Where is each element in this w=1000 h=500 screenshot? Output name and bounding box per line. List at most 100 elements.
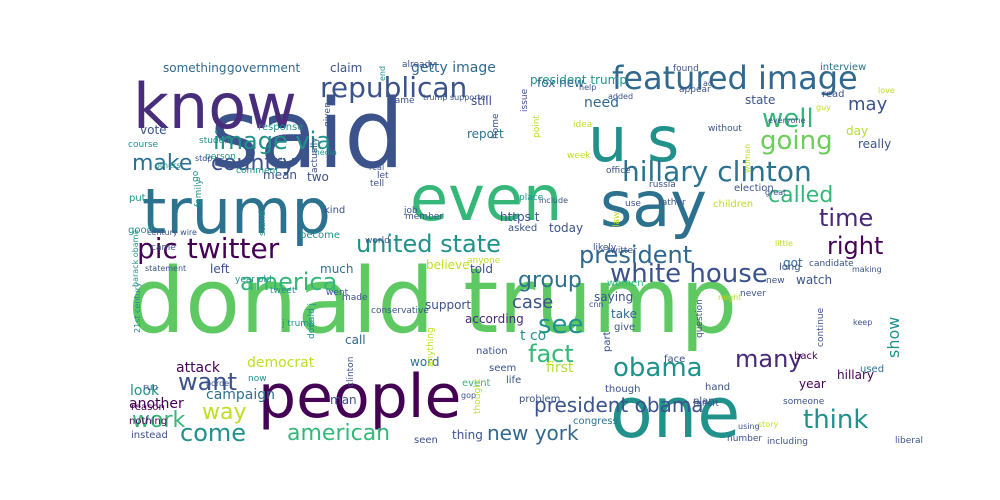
word-government: government	[227, 61, 300, 75]
word-law: law	[612, 212, 622, 227]
word-rather: rather	[658, 198, 686, 208]
word-real: real	[369, 163, 384, 172]
word-show: show	[884, 317, 903, 358]
word-see: see	[538, 310, 584, 340]
word-office: office	[606, 166, 631, 176]
word-let: let	[377, 171, 389, 181]
word-others: others	[155, 161, 180, 170]
word-well: well	[762, 104, 814, 134]
word-america: america	[240, 268, 337, 296]
word-democrat: democrat	[247, 355, 315, 371]
word-take: take	[611, 307, 637, 321]
word-kind: kind	[324, 205, 345, 216]
word-stand: stand	[258, 211, 268, 236]
word-liberal: liberal	[895, 436, 923, 446]
word-use: use	[625, 199, 641, 209]
word-seen: seen	[414, 435, 438, 446]
word-trump: trump	[142, 175, 331, 248]
word-nothing: nothing	[129, 416, 167, 427]
word-state: state	[745, 93, 775, 107]
word-saying: saying	[594, 290, 633, 304]
word-reason: reason	[131, 402, 165, 413]
word-look: look	[130, 383, 160, 399]
word-want: want	[178, 368, 237, 396]
word-trump-supporter: trump supporter	[423, 93, 490, 102]
word-seem: seem	[489, 363, 516, 374]
word-likely: likely	[593, 243, 617, 253]
word-life: life	[506, 375, 521, 386]
word-family: family	[194, 179, 204, 207]
word-student: student	[199, 136, 234, 146]
word-image-via: image via	[213, 127, 331, 155]
word-hand: hand	[705, 382, 730, 393]
word-barack-obama: barack obama	[131, 230, 140, 287]
word-really: really	[858, 137, 891, 151]
word-person: person	[205, 152, 236, 162]
word-call: call	[345, 333, 366, 347]
word-tell: tell	[370, 179, 384, 189]
word-question: question	[695, 299, 705, 338]
word-give: give	[614, 322, 635, 333]
word-week: week	[567, 151, 591, 161]
word-time: time	[819, 204, 873, 232]
word-make: make	[132, 151, 192, 176]
word-getty-image: getty image	[411, 60, 496, 76]
word-believe: believe	[426, 258, 470, 272]
word-plan: plan	[693, 396, 715, 407]
word-https-t: https t	[500, 210, 540, 224]
word-never: never	[740, 289, 766, 299]
word-given: given	[323, 102, 333, 127]
word-thought: thought	[473, 378, 483, 414]
word-great: great	[765, 188, 786, 197]
word-appear: appear	[679, 85, 711, 95]
word-world: world	[365, 236, 390, 246]
word-already: already	[402, 60, 436, 70]
word-featured-image: featured image	[612, 59, 858, 97]
word-united-state: united state	[356, 230, 501, 258]
word-even: even	[410, 162, 562, 235]
word-new-york: new york	[487, 421, 579, 445]
word-u-s: u s	[588, 103, 679, 176]
word-mean: mean	[263, 168, 297, 182]
word-end: end	[378, 66, 387, 81]
word-election: election	[734, 183, 774, 194]
word-read: read	[822, 89, 845, 100]
word-group: group	[518, 268, 582, 293]
word-tweet: tweet	[270, 286, 296, 296]
word-little: little	[775, 239, 793, 248]
word-thing: thing	[452, 428, 483, 442]
word-ad: ad	[703, 79, 713, 88]
word-said: said	[210, 80, 404, 190]
word-still: still	[471, 94, 492, 108]
word-asked: asked	[508, 223, 537, 234]
word-effort: effort	[697, 399, 719, 408]
word-point: point	[532, 115, 542, 138]
word-found: found	[673, 64, 699, 74]
word-anyone: anyone	[467, 256, 501, 266]
word-candidate: candidate	[809, 259, 854, 269]
word-say: say	[600, 168, 707, 241]
word-women: women	[607, 278, 644, 289]
word-right: right	[827, 232, 883, 260]
word-response: response	[258, 122, 303, 133]
word-statement: statement	[145, 264, 186, 273]
word-today: today	[549, 221, 583, 235]
word-help: help	[579, 83, 596, 92]
word-home: home	[491, 113, 501, 139]
word-attack: attack	[176, 360, 221, 376]
word-first: first	[546, 360, 574, 376]
word-issue: issue	[520, 88, 530, 112]
word-republican: republican	[320, 71, 467, 104]
word-fox-new: fox new	[537, 76, 584, 90]
word-cnn: cnn	[589, 300, 604, 309]
word-support: support	[425, 298, 471, 312]
word-long: long	[779, 262, 801, 273]
word-president-obama: president obama	[534, 393, 704, 417]
word-stop: stop	[195, 154, 212, 163]
word-went: went	[326, 288, 349, 298]
word-media: media	[312, 148, 337, 157]
word-called: called	[768, 183, 833, 208]
word-actually: actually	[310, 137, 320, 173]
word-t-co: t co	[520, 328, 546, 344]
word-someone: someone	[783, 397, 825, 407]
